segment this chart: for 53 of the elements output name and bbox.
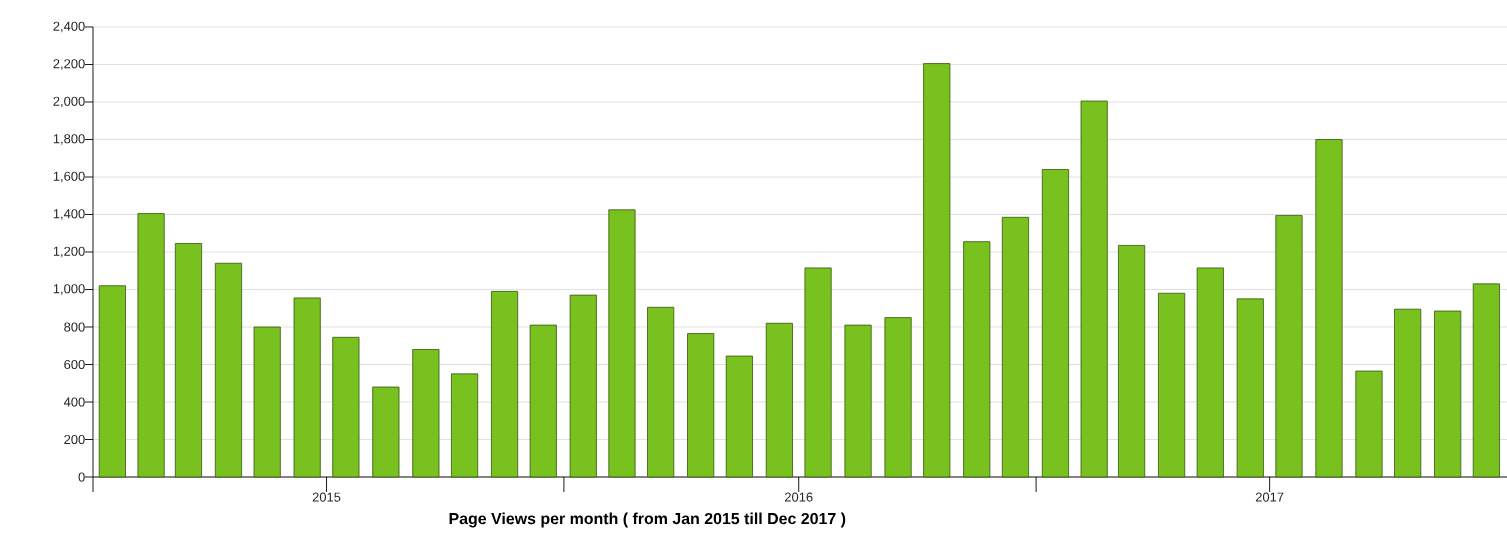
bar: [1080, 100, 1108, 478]
bar: [1472, 283, 1500, 478]
bar: [804, 267, 832, 478]
bar: [451, 373, 479, 478]
bar: [1355, 370, 1383, 478]
y-tick-label: 200: [64, 434, 85, 445]
x-tick-label: 2016: [784, 492, 813, 502]
y-tick-label: 2,000: [53, 96, 85, 108]
y-tick-label: 0: [78, 472, 85, 482]
bar: [1434, 310, 1462, 478]
bar: [963, 241, 991, 478]
bar: [214, 262, 243, 478]
bar: [1001, 216, 1030, 478]
bar: [372, 386, 400, 478]
x-axis-title: Page Views per month ( from Jan 2015 till Dec 2017 ): [449, 512, 846, 528]
y-tick-label: 1,600: [53, 171, 85, 183]
bar: [569, 294, 597, 478]
bar: [1118, 245, 1146, 478]
bar: [1041, 169, 1070, 478]
x-tick-label: 2015: [312, 492, 341, 502]
bar: [1236, 298, 1264, 478]
bar: [98, 285, 126, 478]
bar: [923, 63, 951, 478]
bar: [174, 243, 203, 478]
bar: [884, 317, 912, 478]
y-tick-label: 2,200: [53, 59, 85, 70]
y-tick-label: 800: [64, 322, 85, 332]
bar: [253, 326, 281, 478]
bar: [647, 306, 675, 478]
bar: [1196, 267, 1224, 478]
bar: [1275, 215, 1303, 478]
y-tick-label: 1,400: [53, 209, 85, 220]
y-tick-label: 400: [63, 397, 85, 407]
bar: [765, 322, 793, 478]
bar: [529, 324, 557, 478]
y-tick-label: 2,400: [53, 21, 85, 33]
y-tick-label: 1,800: [53, 134, 85, 145]
y-tick-label: 600: [64, 359, 85, 370]
bar: [687, 333, 715, 478]
bar: [412, 349, 440, 478]
bar: [725, 355, 753, 478]
bar: [844, 324, 872, 478]
bar: [293, 297, 321, 478]
bar: [608, 209, 636, 478]
y-tick-label: 1,200: [53, 246, 85, 258]
y-tick-label: 1,000: [53, 284, 85, 295]
bar: [1394, 308, 1422, 478]
bar: [491, 290, 519, 478]
bar: [1158, 292, 1186, 478]
x-tick-label: 2017: [1255, 492, 1284, 502]
bar: [332, 336, 360, 478]
bar: [137, 213, 165, 478]
bar: [1315, 139, 1343, 478]
